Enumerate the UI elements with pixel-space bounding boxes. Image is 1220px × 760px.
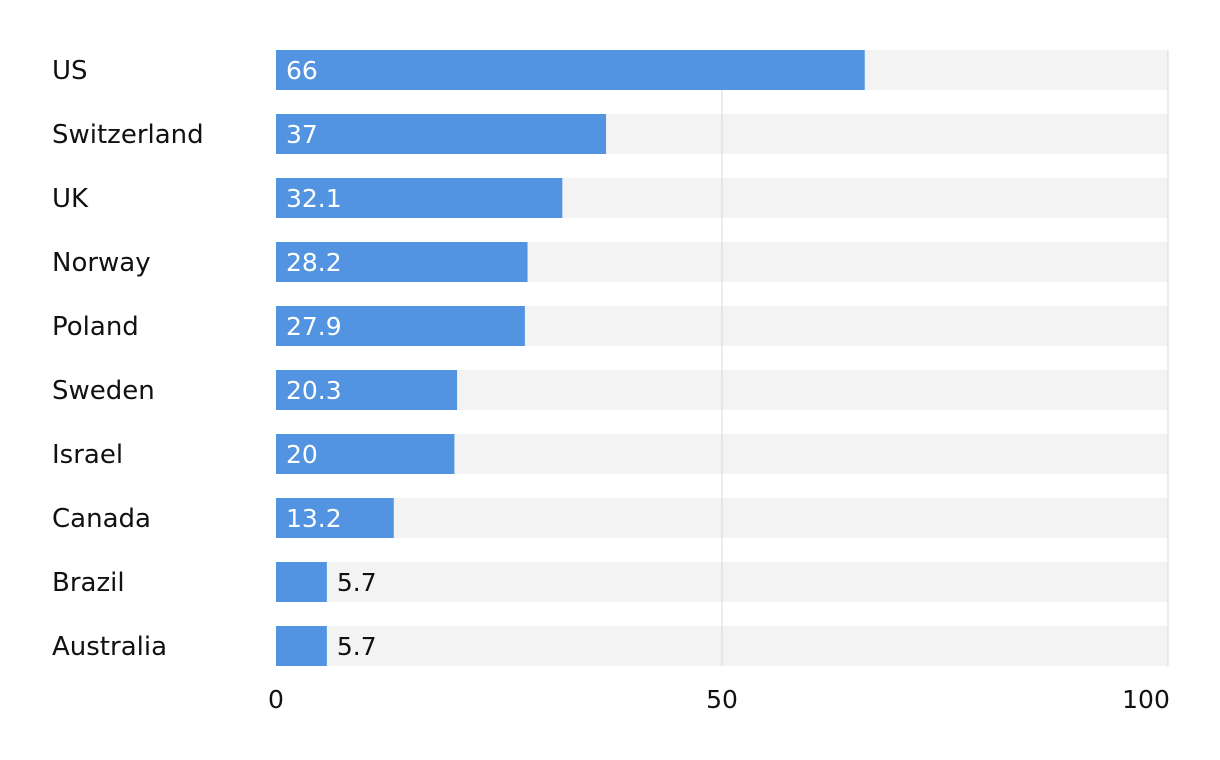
bar: [276, 434, 455, 474]
x-tick-label: 100: [1122, 685, 1170, 714]
bar: [276, 370, 458, 410]
category-label: US: [52, 56, 88, 86]
bar: [276, 178, 563, 218]
value-label: 37: [286, 120, 318, 149]
x-tick-label: 50: [706, 685, 738, 714]
category-label: Poland: [52, 312, 139, 342]
value-label: 20: [286, 440, 318, 469]
value-label: 20.3: [286, 376, 342, 405]
category-label: Sweden: [52, 376, 155, 406]
category-label: Brazil: [52, 568, 125, 598]
bar: [276, 626, 327, 666]
bar: [276, 242, 528, 282]
bar: [276, 498, 394, 538]
category-label: UK: [52, 184, 89, 214]
bar: [276, 306, 525, 346]
value-label: 27.9: [286, 312, 342, 341]
value-label: 32.1: [286, 184, 342, 213]
value-label: 66: [286, 56, 318, 85]
value-label: 5.7: [337, 632, 377, 661]
category-label: Australia: [52, 632, 167, 662]
bar-group: [276, 50, 865, 666]
bar: [276, 562, 327, 602]
label-group: 0 50 100 US 66 Switzerland 37 UK 32.1 Norway 28.2 P…: [52, 56, 1170, 714]
bar: [276, 114, 607, 154]
value-label: 28.2: [286, 248, 342, 277]
category-label: Canada: [52, 504, 151, 534]
gridline-group: [721, 50, 1169, 666]
category-label: Israel: [52, 440, 123, 470]
value-label: 5.7: [337, 568, 377, 597]
value-label: 13.2: [286, 504, 342, 533]
category-label: Norway: [52, 248, 151, 278]
category-label: Switzerland: [52, 120, 204, 150]
bar: [276, 50, 865, 90]
x-tick-label: 0: [268, 685, 284, 714]
